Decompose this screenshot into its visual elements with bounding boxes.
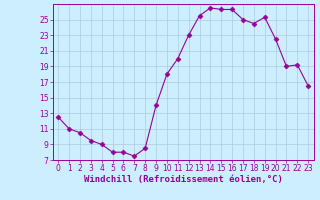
X-axis label: Windchill (Refroidissement éolien,°C): Windchill (Refroidissement éolien,°C): [84, 175, 283, 184]
